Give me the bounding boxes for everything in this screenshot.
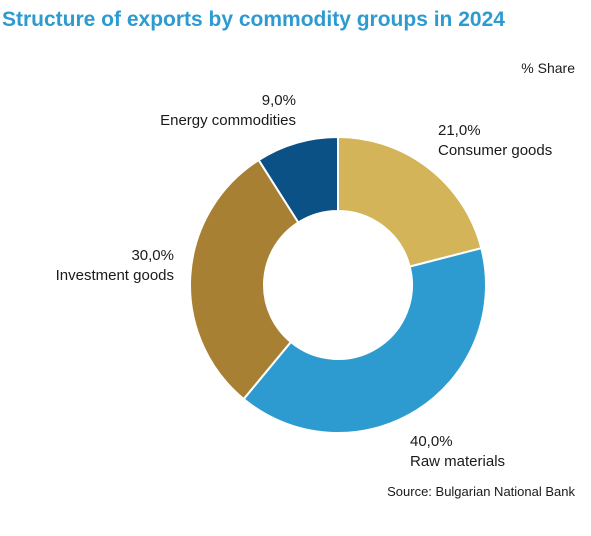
slice-investment-goods [189,158,300,401]
slice-name-label: Raw materials [410,453,505,470]
slice-consumer-goods [337,135,483,268]
slice-value-label: 9,0% [262,92,296,109]
unit-label: % Share [521,60,575,76]
slice-value-label: 40,0% [410,433,453,450]
slice-value-label: 21,0% [438,122,481,139]
slice-raw-materials [242,246,487,434]
slice-energy-commodities [257,135,339,224]
slice-name-label: Investment goods [56,267,174,284]
chart-title: Structure of exports by commodity groups… [2,8,505,31]
slice-name-label: Consumer goods [438,142,552,159]
source-note: Source: Bulgarian National Bank [387,484,575,499]
slice-name-label: Energy commodities [160,112,296,129]
slice-value-label: 30,0% [131,247,174,264]
